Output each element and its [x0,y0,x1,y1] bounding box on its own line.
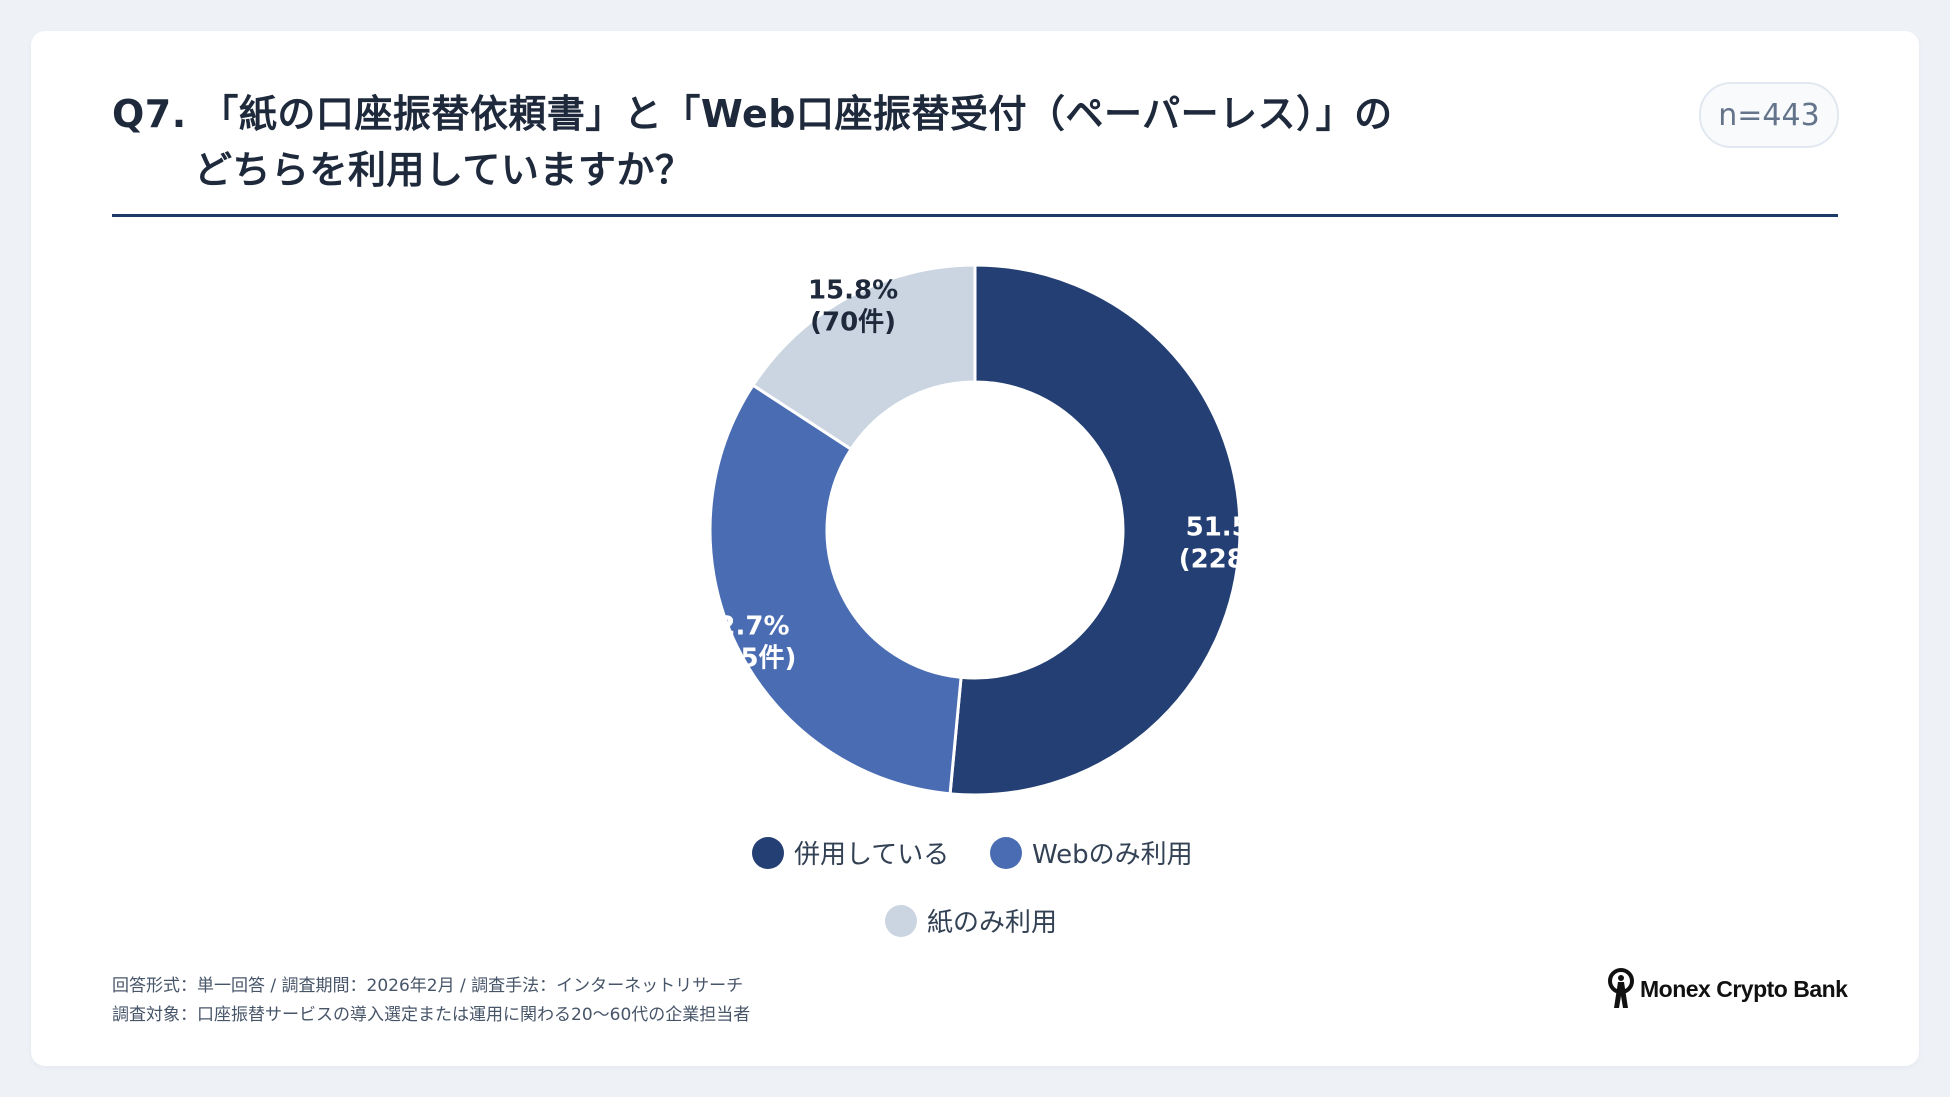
donut-slice-1 [708,383,963,796]
title-line-1: Q7. 「紙の口座振替依頼書」と「Web口座振替受付（ペーパーレス）」の [112,92,1393,136]
sample-size-badge: n=443 [1699,82,1839,148]
legend-item-2: 紙のみ利用 [885,902,1057,939]
donut-slice-2 [750,263,977,452]
donut-slice-0 [948,263,1242,797]
legend-item-1: Webのみ利用 [990,834,1193,871]
footer-method: 回答形式：単一回答 / 調査期間：2026年2月 / 調査手法：インターネットリ… [112,976,744,996]
title-line-2: どちらを利用していますか？ [194,148,694,192]
title-divider [112,214,1838,217]
legend-swatch [752,836,784,869]
slice-percent-label: 51.5% [1186,513,1276,543]
logo-mark-icon [1608,968,1634,1008]
slice-percent-label: 15.8% [808,275,898,305]
logo-text: Monex Crypto Bank [1640,975,1848,1002]
legend-label: 紙のみ利用 [927,908,1058,938]
slice-count-label: (228件) [1179,545,1283,575]
page-title: Q7. 「紙の口座振替依頼書」と「Web口座振替受付（ペーパーレス）」の どちら… [112,86,1393,198]
legend-swatch [990,836,1022,869]
card [31,31,1919,1066]
footer-target: 調査対象：口座振替サービスの導入選定または運用に関わる20〜60代の企業担当者 [112,1005,751,1025]
slice-percent-label: 32.7% [699,612,789,642]
slice-count-label: (70件) [810,307,896,337]
legend-swatch [885,904,917,937]
legend-label: Webのみ利用 [1032,840,1193,870]
legend-label: 併用している [794,840,950,870]
logo: Monex Crypto Bank [1606,968,1848,1010]
legend-item-0: 併用している [752,834,949,871]
slice-count-label: (145件) [692,644,796,674]
